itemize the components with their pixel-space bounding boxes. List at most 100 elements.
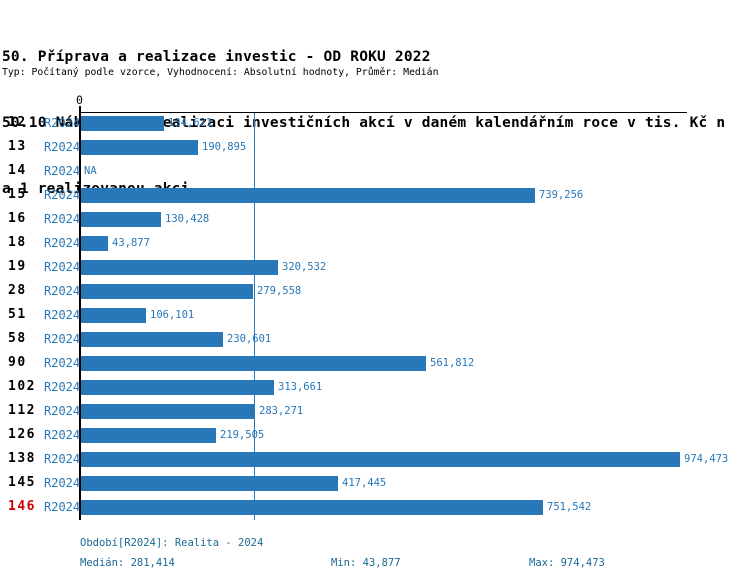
- row-period-label: R2024: [44, 212, 81, 226]
- row-period-label: R2024: [44, 236, 81, 250]
- chart-row: 12 R2024 134,621: [0, 111, 750, 135]
- row-period-label: R2024: [44, 380, 81, 394]
- value-label: 134,621: [168, 117, 213, 129]
- value-label: 751,542: [547, 501, 592, 513]
- row-id-label: 51: [8, 307, 27, 322]
- chart-row: 146 R2024 751,542: [0, 495, 750, 519]
- value-label: 320,532: [282, 261, 327, 273]
- row-id-label: 16: [8, 211, 27, 226]
- value-label: 130,428: [165, 213, 210, 225]
- value-label: 974,473: [684, 453, 729, 465]
- value-bar: [81, 187, 535, 203]
- row-period-label: R2024: [44, 356, 81, 370]
- x-axis-line: [79, 112, 687, 113]
- row-id-label: 19: [8, 259, 27, 274]
- row-bar-group: 130,428: [81, 207, 209, 231]
- value-label: 279,558: [257, 285, 302, 297]
- row-bar-group: 751,542: [81, 495, 591, 519]
- period-info: Období[R2024]: Realita - 2024: [80, 537, 264, 549]
- row-id-label: 126: [8, 427, 36, 442]
- value-label: 230,601: [227, 333, 272, 345]
- chart-row: 102 R2024 313,661: [0, 375, 750, 399]
- row-bar-group: 43,877: [81, 231, 150, 255]
- value-label: 106,101: [150, 309, 195, 321]
- value-bar: [81, 115, 164, 131]
- chart-meta-text: Typ: Počítaný podle vzorce, Vyhodnocení:…: [2, 67, 439, 78]
- value-label: 561,812: [430, 357, 475, 369]
- row-bar-group: 283,271: [81, 399, 303, 423]
- value-bar: [81, 331, 223, 347]
- value-bar: [81, 139, 198, 155]
- chart-row: 112 R2024 283,271: [0, 399, 750, 423]
- chart-row: 16 R2024 130,428: [0, 207, 750, 231]
- row-id-label: 13: [8, 139, 27, 154]
- row-id-label: 145: [8, 475, 36, 490]
- value-bar: [81, 451, 680, 467]
- median-stat: Medián: 281,414: [80, 557, 175, 569]
- min-stat: Min: 43,877: [331, 557, 401, 569]
- value-label: 313,661: [278, 381, 323, 393]
- row-period-label: R2024: [44, 476, 81, 490]
- chart-row: 14 R2024 NA: [0, 159, 750, 183]
- row-id-label: 18: [8, 235, 27, 250]
- row-id-label: 90: [8, 355, 27, 370]
- chart-row: 138 R2024 974,473: [0, 447, 750, 471]
- value-bar: [81, 355, 426, 371]
- row-bar-group: 417,445: [81, 471, 386, 495]
- chart-row: 51 R2024 106,101: [0, 303, 750, 327]
- value-label: 43,877: [112, 237, 150, 249]
- value-label: 219,505: [220, 429, 265, 441]
- row-bar-group: 974,473: [81, 447, 728, 471]
- row-period-label: R2024: [44, 308, 81, 322]
- value-label: 190,895: [202, 141, 247, 153]
- value-bar: [81, 379, 274, 395]
- value-bar: [81, 499, 543, 515]
- row-bar-group: 190,895: [81, 135, 246, 159]
- row-bar-group: 219,505: [81, 423, 264, 447]
- max-stat: Max: 974,473: [529, 557, 605, 569]
- row-period-label: R2024: [44, 332, 81, 346]
- value-label: 417,445: [342, 477, 387, 489]
- row-id-label: 102: [8, 379, 36, 394]
- page-title: 50. Příprava a realizace investic - OD R…: [2, 49, 431, 65]
- value-bar: [81, 427, 216, 443]
- row-bar-group: 106,101: [81, 303, 194, 327]
- row-bar-group: 279,558: [81, 279, 301, 303]
- row-period-label: R2024: [44, 428, 81, 442]
- row-bar-group: 230,601: [81, 327, 271, 351]
- y-axis-line: [79, 106, 81, 520]
- row-id-label: 15: [8, 187, 27, 202]
- row-period-label: R2024: [44, 260, 81, 274]
- value-label: 739,256: [539, 189, 584, 201]
- value-bar: [81, 307, 146, 323]
- row-period-label: R2024: [44, 284, 81, 298]
- chart-rows: 12 R2024 134,621 13 R2024 190,895 14 R2024 NA 15 R…: [0, 111, 750, 519]
- row-bar-group: 739,256: [81, 183, 583, 207]
- row-bar-group: 313,661: [81, 375, 322, 399]
- chart-row: 13 R2024 190,895: [0, 135, 750, 159]
- median-line: [254, 113, 255, 520]
- chart-row: 58 R2024 230,601: [0, 327, 750, 351]
- row-id-label: 58: [8, 331, 27, 346]
- value-bar: [81, 259, 278, 275]
- row-id-label: 28: [8, 283, 27, 298]
- page-title-block: 50. Příprava a realizace investic - OD R…: [2, 2, 725, 222]
- value-label: 283,271: [259, 405, 304, 417]
- chart-row: 126 R2024 219,505: [0, 423, 750, 447]
- value-label: NA: [84, 165, 97, 177]
- value-bar: [81, 235, 108, 251]
- row-id-label: 14: [8, 163, 27, 178]
- row-period-label: R2024: [44, 500, 81, 514]
- chart-row: 90 R2024 561,812: [0, 351, 750, 375]
- row-period-label: R2024: [44, 404, 81, 418]
- row-bar-group: 561,812: [81, 351, 474, 375]
- row-id-label: 112: [8, 403, 36, 418]
- value-bar: [81, 211, 161, 227]
- row-id-label: 146: [8, 499, 36, 514]
- row-bar-group: 134,621: [81, 111, 212, 135]
- chart-row: 18 R2024 43,877: [0, 231, 750, 255]
- row-id-label: 138: [8, 451, 36, 466]
- page-subtitle-line1: 50.10 Náklady na realizaci investičních …: [2, 115, 726, 131]
- chart-row: 15 R2024 739,256: [0, 183, 750, 207]
- value-bar: [81, 475, 338, 491]
